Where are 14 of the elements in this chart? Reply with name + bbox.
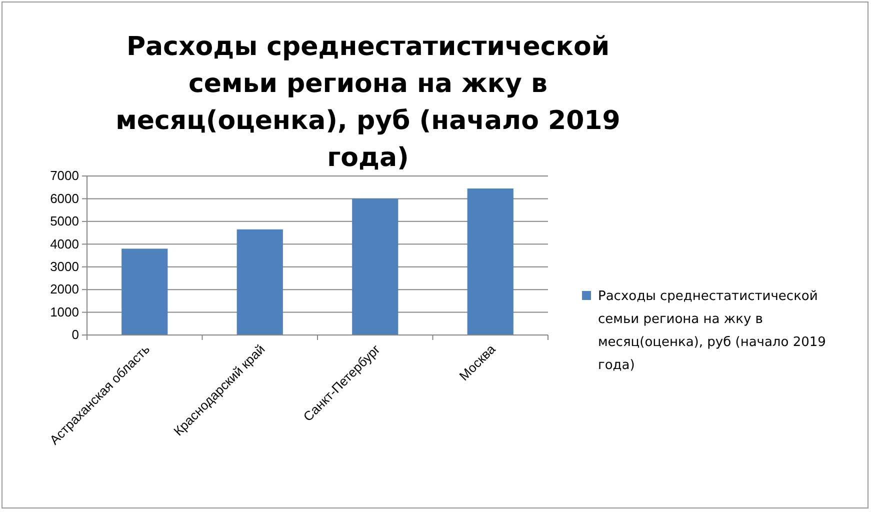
y-tick-label: 1000 [50,304,79,320]
y-tick-label: 2000 [50,282,79,297]
bar [236,229,283,335]
y-tick-label: 3000 [50,259,79,274]
bar [467,188,514,335]
bar [122,248,168,335]
y-tick-label: 4000 [50,236,79,252]
y-tick-label: 5000 [50,214,79,229]
y-tick-label: 6000 [50,190,79,206]
y-tick-label: 7000 [50,168,79,184]
chart-title: Расходы среднестатистической семьи региона на жку в месяц(оценка), руб (начало 2019 года) [116,32,620,173]
y-tick-label: 0 [72,327,79,342]
legend-label: Расходы среднестатистической семьи региона на жку в месяц(оценка), руб (начало 2019 года) [598,289,826,373]
bar [352,198,398,335]
